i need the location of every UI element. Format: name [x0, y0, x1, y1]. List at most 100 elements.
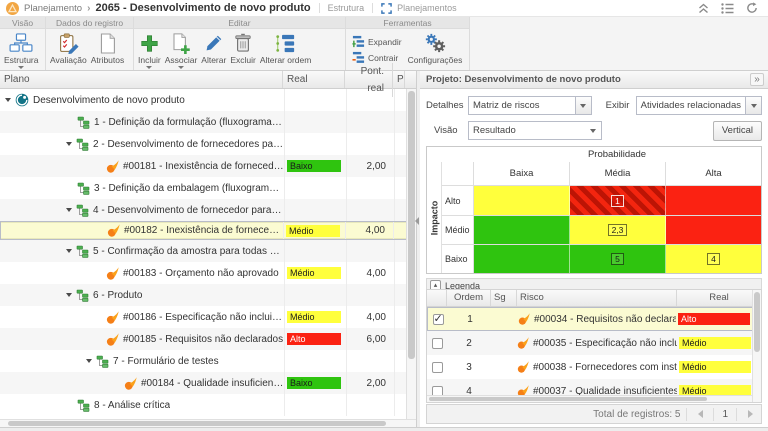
- toolbar-group-visao: Visão Estrutura: [0, 17, 46, 70]
- previous-page-button[interactable]: [693, 407, 707, 421]
- exibir-label: Exibir: [605, 100, 630, 111]
- matrix-cell-badge: 2,3: [607, 224, 628, 236]
- column-header-risco[interactable]: Risco: [517, 290, 677, 306]
- column-header-plano[interactable]: Plano: [0, 71, 283, 88]
- row-checkbox[interactable]: [431, 337, 443, 349]
- tree-row[interactable]: #00185 - Requisitos não declarados Alto …: [0, 328, 416, 350]
- tree-horizontal-scrollbar: [0, 419, 416, 427]
- column-header-real[interactable]: Real: [283, 71, 345, 88]
- matrix-cell-alto-alta[interactable]: [666, 186, 761, 215]
- column-header-ordem[interactable]: Ordem: [447, 290, 491, 306]
- column-header-sg[interactable]: Sg: [491, 290, 517, 306]
- risk-flame-icon: [518, 313, 530, 325]
- legend-risk-label: #00034 - Requisitos não declarados: [534, 313, 676, 325]
- column-header-p[interactable]: P: [393, 71, 405, 88]
- excluir-button[interactable]: Excluir: [228, 30, 258, 69]
- collapse-all-icon[interactable]: [698, 3, 709, 14]
- legend-row[interactable]: 1 #00034 - Requisitos não declarados Alt…: [427, 307, 761, 331]
- legend-risk-label: #00035 - Especificação não inclui todas …: [533, 337, 677, 349]
- expand-arrow-icon[interactable]: [66, 293, 72, 297]
- alterar-button[interactable]: Alterar: [199, 30, 228, 69]
- matrix-cell-alto-baixa[interactable]: [474, 186, 570, 215]
- column-header-real[interactable]: Real: [709, 292, 729, 303]
- matrix-cell-medio-alta[interactable]: [666, 216, 761, 244]
- chevron-down-icon[interactable]: [585, 122, 601, 139]
- legend-row[interactable]: 2 #00035 - Especificação não inclui toda…: [427, 331, 761, 355]
- row-checkbox[interactable]: [431, 361, 443, 373]
- expand-arrow-icon[interactable]: [86, 359, 92, 363]
- atributos-button[interactable]: Atributos: [89, 30, 127, 69]
- row-checkbox-checked[interactable]: [432, 312, 444, 325]
- configuracoes-button[interactable]: Configurações: [406, 30, 465, 69]
- tree-row[interactable]: 2 - Desenvolvimento de fornecedores para…: [0, 133, 416, 155]
- ordem-value: 1: [467, 313, 473, 325]
- vertical-button[interactable]: Vertical: [712, 120, 762, 141]
- chevron-down-icon[interactable]: [574, 97, 591, 114]
- expand-arrow-icon[interactable]: [66, 249, 72, 253]
- next-page-button[interactable]: [743, 407, 757, 421]
- detalhes-label: Detalhes: [426, 100, 464, 111]
- matrix-cell-baixo-alta[interactable]: 4: [666, 245, 761, 273]
- refresh-icon[interactable]: [746, 2, 758, 14]
- list-view-icon[interactable]: [721, 2, 734, 14]
- planejamentos-link[interactable]: Planejamentos: [397, 3, 457, 13]
- risk-matrix-panel: Projeto: Desenvolvimento de novo produto…: [420, 71, 768, 427]
- tree-row[interactable]: 7 - Formulário de testes: [0, 350, 416, 372]
- impact-axis-title: Impacto: [429, 200, 440, 235]
- expandir-button[interactable]: Expandir: [352, 35, 402, 48]
- tree-row[interactable]: #00184 - Qualidade insuficientes dos tes…: [0, 372, 416, 394]
- tree-row-selected[interactable]: #00182 - Inexistência de fornecedores qu…: [0, 221, 416, 240]
- matrix-cell-medio-baixa[interactable]: [474, 216, 570, 244]
- contrair-button[interactable]: Contrair: [352, 51, 402, 64]
- incluir-button[interactable]: Incluir: [136, 30, 163, 69]
- matrix-cell-baixo-media[interactable]: 5: [570, 245, 666, 273]
- legend-risk-label: #00038 - Fornecedores com instabilidade …: [533, 361, 677, 373]
- tree-row[interactable]: 5 - Confirmação da amostra para todas as…: [0, 240, 416, 262]
- tree-row-label: #00185 - Requisitos não declarados: [123, 333, 284, 345]
- matrix-cell-medio-media[interactable]: 2,3: [570, 216, 666, 244]
- tree-row[interactable]: 8 - Análise crítica: [0, 394, 416, 416]
- matrix-cell-alto-media[interactable]: 1: [570, 186, 666, 215]
- toolbar: Visão Estrutura Dados do registro: [0, 17, 768, 71]
- visao-select[interactable]: Resultado: [468, 121, 602, 140]
- breadcrumb-root[interactable]: Planejamento: [24, 2, 83, 14]
- associar-button[interactable]: Associar: [163, 30, 200, 69]
- tree-row[interactable]: #00183 - Orçamento não aprovado Médio 4,…: [0, 262, 416, 284]
- tree-row[interactable]: 6 - Produto: [0, 284, 416, 306]
- risk-flame-icon: [517, 337, 529, 349]
- column-header-pont-real[interactable]: Pont. real: [345, 62, 393, 97]
- avaliacao-button[interactable]: Avaliação: [48, 30, 89, 69]
- estrutura-button[interactable]: Estrutura: [2, 30, 41, 69]
- expand-arrow-icon[interactable]: [5, 98, 11, 102]
- tree-row[interactable]: #00186 - Especificação não inclui todas …: [0, 306, 416, 328]
- group-label: Ferramentas: [346, 17, 469, 29]
- legend-row[interactable]: 3 #00038 - Fornecedores com instabilidad…: [427, 355, 761, 379]
- matrix-row-baixo: Baixo 5 4: [442, 244, 761, 273]
- tree-row[interactable]: Desenvolvimento de novo produto: [0, 89, 416, 111]
- expand-arrow-icon[interactable]: [66, 208, 72, 212]
- tree-row[interactable]: 3 - Definição da embalagem (fluxograma d…: [0, 177, 416, 199]
- exibir-select[interactable]: Atividades relacionadas: [635, 96, 762, 115]
- tree-row[interactable]: 4 - Desenvolvimento de fornecedor para a…: [0, 199, 416, 221]
- panel-splitter[interactable]: [415, 71, 420, 427]
- risk-level-chip: Médio: [287, 311, 341, 323]
- panel-collapse-icon[interactable]: »: [750, 73, 764, 86]
- matrix-cell-baixo-baixa[interactable]: [474, 245, 570, 273]
- select-all-column[interactable]: [427, 290, 447, 306]
- detalhes-select[interactable]: Matriz de riscos: [468, 96, 592, 115]
- alterar-ordem-button[interactable]: Alterar ordem: [258, 30, 314, 69]
- plan-tree-panel: Plano Real Pont. real P Desenvolvimento …: [0, 62, 417, 427]
- controls-row-2: Visão Resultado Vertical: [426, 120, 762, 141]
- chevron-down-icon[interactable]: [745, 97, 761, 114]
- scrollbar-thumb[interactable]: [754, 292, 760, 352]
- tree-row[interactable]: 1 - Definição da formulação (fluxograma …: [0, 111, 416, 133]
- scrollbar-thumb[interactable]: [8, 421, 386, 426]
- scrollbar-thumb[interactable]: [429, 397, 707, 401]
- activity-icon: [96, 355, 109, 368]
- estrutura-link[interactable]: Estrutura: [327, 3, 365, 13]
- scrollbar-thumb[interactable]: [408, 91, 415, 359]
- prob-header-baixa: Baixa: [474, 162, 570, 185]
- tree-row[interactable]: #00181 - Inexistência de fornecedores qu…: [0, 155, 416, 177]
- expand-arrow-icon[interactable]: [66, 142, 72, 146]
